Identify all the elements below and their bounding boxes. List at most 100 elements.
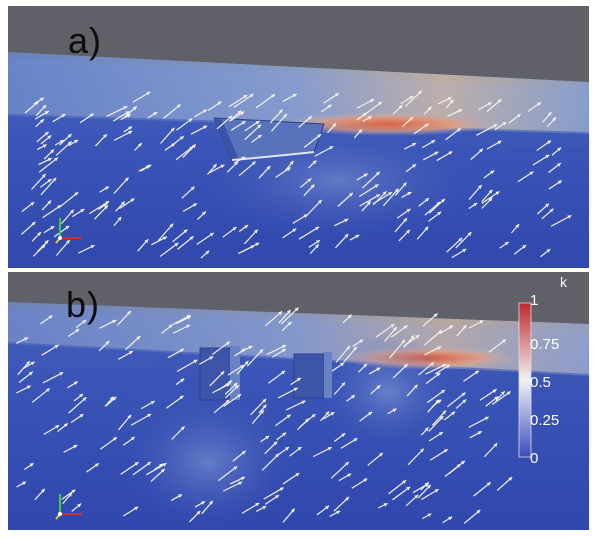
velocity-arrowhead <box>434 489 439 493</box>
velocity-arrowhead <box>179 136 184 140</box>
velocity-arrowhead <box>419 448 424 453</box>
velocity-arrow <box>264 310 283 327</box>
velocity-arrowhead <box>363 173 368 178</box>
velocity-arrowhead <box>296 377 301 382</box>
velocity-arrowhead <box>159 463 164 468</box>
velocity-arrowhead <box>73 381 78 385</box>
velocity-arrowhead <box>398 105 403 109</box>
velocity-arrowhead <box>200 501 205 505</box>
velocity-arrow <box>244 123 262 141</box>
velocity-arrowhead <box>220 164 225 169</box>
velocity-arrowhead <box>65 225 70 230</box>
velocity-arrowhead <box>287 321 292 326</box>
velocity-arrowhead <box>241 121 246 125</box>
velocity-arrow <box>223 393 242 408</box>
velocity-arrowhead <box>477 185 482 189</box>
velocity-arrowhead <box>121 201 125 206</box>
velocity-arrow <box>132 461 152 476</box>
panel-a-label: a) <box>68 20 103 61</box>
velocity-arrow <box>382 188 399 207</box>
velocity-arrow <box>31 387 51 403</box>
velocity-arrow <box>446 237 463 253</box>
velocity-arrowhead <box>439 416 444 420</box>
velocity-arrowhead <box>292 94 297 98</box>
velocity-arrowhead <box>226 383 231 387</box>
velocity-arrowhead <box>189 236 194 241</box>
velocity-arrow <box>255 93 276 109</box>
velocity-arrow <box>428 415 444 432</box>
velocity-arrowhead <box>479 320 484 324</box>
velocity-arrowhead <box>425 198 429 202</box>
velocity-arrowhead <box>179 349 184 353</box>
velocity-arrowhead <box>257 124 262 129</box>
velocity-arrowhead <box>412 164 417 168</box>
velocity-arrowhead <box>179 395 184 400</box>
velocity-arrowhead <box>438 432 443 436</box>
velocity-arrowhead <box>82 320 87 324</box>
velocity-arrowhead <box>506 391 511 396</box>
velocity-arrow <box>423 329 443 346</box>
velocity-arrow <box>113 177 129 194</box>
velocity-arrowhead <box>327 447 332 451</box>
velocity-arrowhead <box>545 154 550 159</box>
velocity-arrowhead <box>144 239 149 244</box>
velocity-arrowhead <box>378 452 383 457</box>
velocity-arrowhead <box>44 131 49 136</box>
velocity-arrowhead <box>192 203 197 207</box>
velocity-arrowhead <box>334 93 339 97</box>
velocity-arrowhead <box>209 356 214 360</box>
velocity-arrow <box>250 398 267 416</box>
velocity-arrowhead <box>462 325 467 329</box>
velocity-arrowhead <box>94 463 99 467</box>
velocity-arrowhead <box>368 411 373 416</box>
velocity-vectors-a <box>20 90 572 259</box>
velocity-arrowhead <box>410 335 415 340</box>
velocity-arrowhead <box>124 177 129 182</box>
velocity-arrowhead <box>176 104 181 109</box>
velocity-arrow <box>375 323 395 338</box>
velocity-arrow <box>146 462 167 476</box>
velocity-arrowhead <box>79 414 84 418</box>
velocity-arrowhead <box>353 438 358 442</box>
velocity-arrowhead <box>209 500 213 505</box>
velocity-arrowhead <box>279 487 284 491</box>
velocity-arrow <box>263 487 284 500</box>
velocity-arrowhead <box>48 315 53 320</box>
velocity-arrowhead <box>40 119 44 123</box>
velocity-arrowhead <box>327 104 332 109</box>
velocity-arrow <box>476 123 498 136</box>
velocity-arrowhead <box>190 186 195 191</box>
velocity-arrow <box>130 413 152 426</box>
velocity-arrowhead <box>289 160 294 165</box>
velocity-arrowhead <box>448 151 453 155</box>
velocity-arrowhead <box>451 411 456 416</box>
velocity-arrowhead <box>132 106 137 111</box>
velocity-arrowhead <box>70 209 74 214</box>
velocity-arrowhead <box>435 399 440 404</box>
velocity-arrowhead <box>57 205 62 209</box>
velocity-arrow <box>31 173 47 190</box>
velocity-arrowhead <box>497 99 502 103</box>
velocity-arrowhead <box>53 157 58 162</box>
velocity-arrow <box>281 307 299 325</box>
velocity-arrowhead <box>146 91 151 96</box>
velocity-arrowhead <box>233 382 238 387</box>
velocity-arrowhead <box>243 95 248 99</box>
velocity-arrowhead <box>253 229 258 234</box>
velocity-arrowhead <box>406 486 411 491</box>
velocity-arrowhead <box>546 249 551 253</box>
velocity-arrowhead <box>329 146 334 150</box>
velocity-arrowhead <box>317 134 322 138</box>
velocity-arrowhead <box>286 414 291 419</box>
velocity-arrowhead <box>363 478 368 483</box>
velocity-arrow <box>106 105 128 117</box>
velocity-arrowhead <box>59 140 64 144</box>
velocity-arrow <box>488 338 507 353</box>
velocity-arrowhead <box>406 229 410 234</box>
velocity-arrowhead <box>508 477 513 481</box>
velocity-arrowhead <box>275 453 280 458</box>
velocity-arrowhead <box>30 202 35 206</box>
velocity-arrowhead <box>394 188 399 193</box>
velocity-arrowhead <box>363 363 368 368</box>
velocity-arrowhead <box>537 102 542 106</box>
